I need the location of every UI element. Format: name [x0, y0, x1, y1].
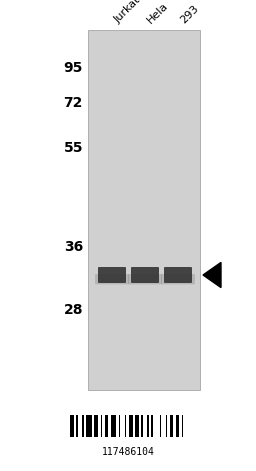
FancyBboxPatch shape — [95, 274, 129, 284]
FancyBboxPatch shape — [131, 267, 159, 283]
Bar — [111, 415, 116, 437]
Bar — [166, 415, 167, 437]
Text: 72: 72 — [64, 96, 83, 110]
Bar — [76, 415, 78, 437]
Bar — [129, 415, 133, 437]
Bar — [182, 415, 184, 437]
Polygon shape — [203, 262, 221, 288]
Text: Jurkat: Jurkat — [112, 0, 142, 25]
Bar — [159, 415, 161, 437]
Bar — [141, 415, 143, 437]
Bar — [105, 415, 108, 437]
Text: 117486104: 117486104 — [102, 447, 154, 457]
Bar — [125, 415, 126, 437]
FancyBboxPatch shape — [128, 274, 162, 284]
Text: 293: 293 — [178, 3, 200, 25]
Bar — [82, 415, 84, 437]
Text: 55: 55 — [63, 141, 83, 155]
Bar — [94, 415, 98, 437]
FancyBboxPatch shape — [98, 267, 126, 283]
Text: Hela: Hela — [145, 0, 170, 25]
Bar — [176, 415, 179, 437]
Text: 95: 95 — [64, 61, 83, 75]
Bar — [101, 415, 102, 437]
Bar — [119, 415, 120, 437]
Bar — [147, 415, 149, 437]
Bar — [151, 415, 153, 437]
Bar — [86, 415, 92, 437]
FancyBboxPatch shape — [164, 267, 192, 283]
Bar — [88, 30, 200, 390]
Text: 36: 36 — [64, 240, 83, 254]
Bar — [135, 415, 139, 437]
Bar — [170, 415, 173, 437]
FancyBboxPatch shape — [161, 274, 195, 284]
Bar — [70, 415, 73, 437]
Text: 28: 28 — [63, 303, 83, 317]
